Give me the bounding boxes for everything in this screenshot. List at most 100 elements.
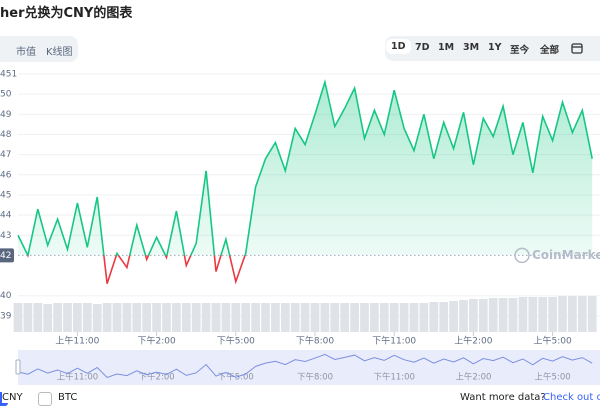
volume-bar — [82, 303, 92, 332]
volume-bar — [310, 303, 320, 332]
y-tick-label: 47 — [0, 150, 11, 160]
volume-bar — [528, 297, 538, 332]
volume-bar — [201, 303, 211, 332]
navigator-label: 下午8:00 — [297, 372, 333, 383]
volume-bar — [102, 303, 112, 332]
range-tabs: 1D 7D 1M 3M 1Y 至今 全部 — [385, 36, 600, 61]
y-tick-label: 43 — [0, 231, 11, 241]
volume-bar — [43, 304, 53, 332]
navigator-label: 上午11:00 — [57, 372, 99, 383]
range-button[interactable]: 1D — [386, 39, 411, 54]
volume-bar — [53, 303, 62, 332]
volume-bar — [122, 303, 132, 332]
range-button[interactable]: 至今 — [510, 45, 530, 56]
x-tick-label: 下午5:00 — [217, 335, 255, 347]
volume-bar — [132, 303, 142, 332]
volume-bar — [271, 303, 280, 332]
volume-bar — [429, 302, 439, 332]
volume-bar — [340, 303, 350, 332]
x-tick-label: 下午11:00 — [372, 335, 416, 347]
navigator-label: 上午5:00 — [535, 372, 571, 383]
volume-bar — [518, 297, 528, 332]
volume-bar — [33, 303, 43, 332]
volume-bar — [241, 303, 251, 332]
y-tick-label: 44 — [0, 211, 12, 221]
range-button[interactable]: 全部 — [540, 45, 560, 56]
volume-bar — [379, 303, 389, 332]
tab[interactable]: K线图 — [46, 47, 73, 58]
navigator[interactable] — [18, 350, 600, 385]
watermark: CoinMarketCa — [532, 248, 600, 262]
range-button[interactable]: 1Y — [488, 42, 502, 53]
option-label: BTC — [58, 392, 78, 403]
volume-bar — [23, 303, 33, 332]
tab[interactable]: 市值 — [16, 47, 36, 58]
volume-bar — [577, 296, 587, 332]
volume-bar — [568, 296, 577, 332]
checkbox[interactable] — [38, 392, 52, 406]
calendar-icon[interactable] — [571, 42, 583, 54]
volume-bar — [498, 298, 508, 332]
x-tick-label: 上午2:00 — [454, 335, 492, 347]
range-button[interactable]: 3M — [463, 42, 480, 53]
volume-bar — [191, 303, 201, 332]
volume-bar — [449, 301, 458, 332]
volume-bar — [92, 304, 102, 332]
volume-bar — [389, 303, 399, 332]
x-tick-label: 下午8:00 — [296, 335, 334, 347]
volume-bar — [508, 298, 518, 332]
range-button[interactable]: 7D — [415, 42, 430, 53]
volume-bar — [231, 303, 241, 332]
volume-bar — [211, 303, 221, 332]
navigator-label: 上午2:00 — [455, 372, 491, 383]
volume-bar — [142, 303, 152, 332]
volume-bar — [587, 296, 597, 332]
y-tick-label: 451 — [0, 70, 17, 80]
volume-bar — [290, 303, 300, 332]
y-tick-label: 46 — [0, 170, 12, 180]
volume-bar — [181, 303, 191, 332]
y-tick-label: 48 — [0, 130, 12, 140]
volume-bar — [538, 297, 548, 332]
volume-bar — [439, 302, 449, 332]
volume-bar — [152, 303, 161, 332]
volume-bar — [478, 299, 488, 332]
y-tick-label: 39 — [0, 311, 12, 321]
range-button[interactable]: 1M — [438, 42, 455, 53]
volume-bar — [112, 303, 122, 332]
volume-bar — [73, 303, 82, 332]
link[interactable]: Check out ou — [543, 392, 600, 403]
y-tick-label: 49 — [0, 110, 12, 120]
x-tick-label: 上午5:00 — [533, 335, 571, 347]
volume-bar — [221, 303, 231, 332]
baseline-label: 42 — [0, 251, 11, 261]
view-tabs: 市值 K线图 — [0, 36, 78, 62]
y-tick-label: 50 — [0, 90, 12, 100]
volume-bar — [63, 303, 72, 332]
volume-bar — [469, 299, 478, 332]
volume-bar — [399, 303, 409, 332]
navigator-label: 下午11:00 — [373, 372, 415, 383]
x-tick-label: 下午2:00 — [137, 335, 175, 347]
volume-bar — [280, 303, 290, 332]
volume-bar — [370, 303, 379, 332]
y-tick-label: 40 — [0, 291, 12, 301]
volume-bar — [548, 297, 557, 332]
baseline-box — [0, 248, 14, 263]
price-area — [18, 82, 593, 256]
navigator-label: 下午2:00 — [139, 372, 175, 383]
volume-bar — [350, 303, 359, 332]
volume-bar — [330, 303, 340, 332]
volume-bar — [459, 300, 468, 332]
volume-bar — [172, 303, 181, 332]
volume-bar — [558, 296, 567, 332]
volume-bar — [251, 303, 260, 332]
volume-bar — [488, 298, 498, 332]
navigator-handle — [15, 359, 21, 375]
price-line — [17, 78, 593, 285]
y-tick-label: 45 — [0, 190, 11, 200]
volume-bar — [13, 303, 23, 332]
volume-bar — [261, 303, 270, 332]
